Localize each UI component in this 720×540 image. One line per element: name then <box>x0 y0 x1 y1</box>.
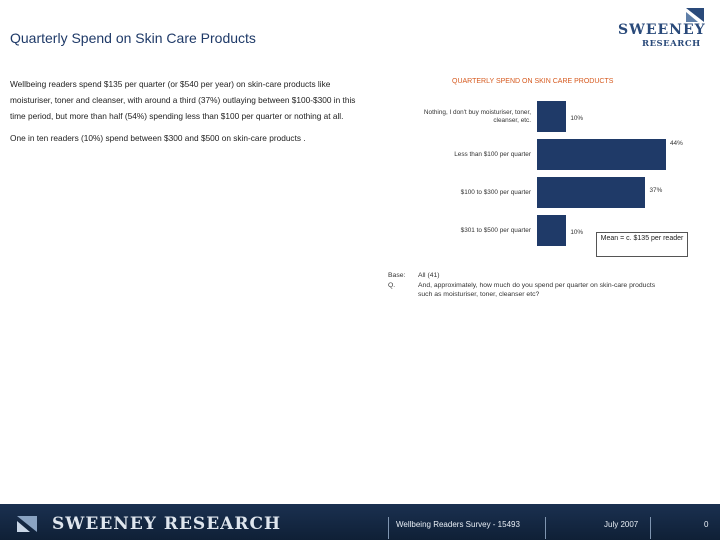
intro-text: Wellbeing readers spend $135 per quarter… <box>10 76 372 152</box>
sweeney-research-logo: SWEENEY RESEARCH <box>618 4 714 52</box>
footer-divider <box>650 517 651 539</box>
base-label: Base: <box>388 272 406 279</box>
base-note: Base: All (41) Q. And, approximately, how … <box>388 271 655 300</box>
intro-paragraph-2: One in ten readers (10%) spend between $… <box>10 133 306 143</box>
intro-paragraph-1: Wellbeing readers spend $135 per quarter… <box>10 79 356 121</box>
value-label: 37% <box>649 187 663 194</box>
footer-date: July 2007 <box>604 520 639 529</box>
bar <box>537 139 666 170</box>
footer-divider <box>545 517 546 539</box>
logo-mark-icon <box>686 8 704 22</box>
footer-survey-name: Wellbeing Readers Survey - 15493 <box>396 520 520 529</box>
bar <box>537 101 567 132</box>
bar <box>537 215 567 246</box>
footer-page-number: 0 <box>704 520 709 529</box>
category-label: Less than $100 per quarter <box>454 151 531 158</box>
footer-logo-icon <box>17 516 37 532</box>
category-label: $100 to $300 per quarter <box>460 189 531 196</box>
logo-line2: RESEARCH <box>642 39 701 49</box>
mean-annotation: Mean = c. $135 per reader <box>596 232 688 257</box>
page-title: Quarterly Spend on Skin Care Products <box>10 30 256 46</box>
footer-bar: SWEENEY RESEARCH Wellbeing Readers Surve… <box>0 504 720 540</box>
question-label: Q. <box>388 281 396 289</box>
base-value: All (41) <box>418 272 440 279</box>
bar <box>537 177 646 208</box>
chart-title: QUARTERLY SPEND ON SKIN CARE PRODUCTS <box>452 78 614 85</box>
footer-brand: SWEENEY RESEARCH <box>52 514 282 534</box>
value-label: 10% <box>570 229 584 236</box>
category-label: Nothing, I don't buy moisturiser, toner,… <box>423 109 531 124</box>
question-text-line2: such as moisturiser, toner, cleanser etc… <box>418 291 540 298</box>
category-label: $301 to $500 per quarter <box>460 227 531 234</box>
value-label: 44% <box>670 140 683 147</box>
question-text-line1: And, approximately, how much do you spen… <box>418 281 656 289</box>
logo-line1: SWEENEY <box>618 22 706 38</box>
footer-divider <box>388 517 389 539</box>
value-label: 10% <box>570 115 584 122</box>
